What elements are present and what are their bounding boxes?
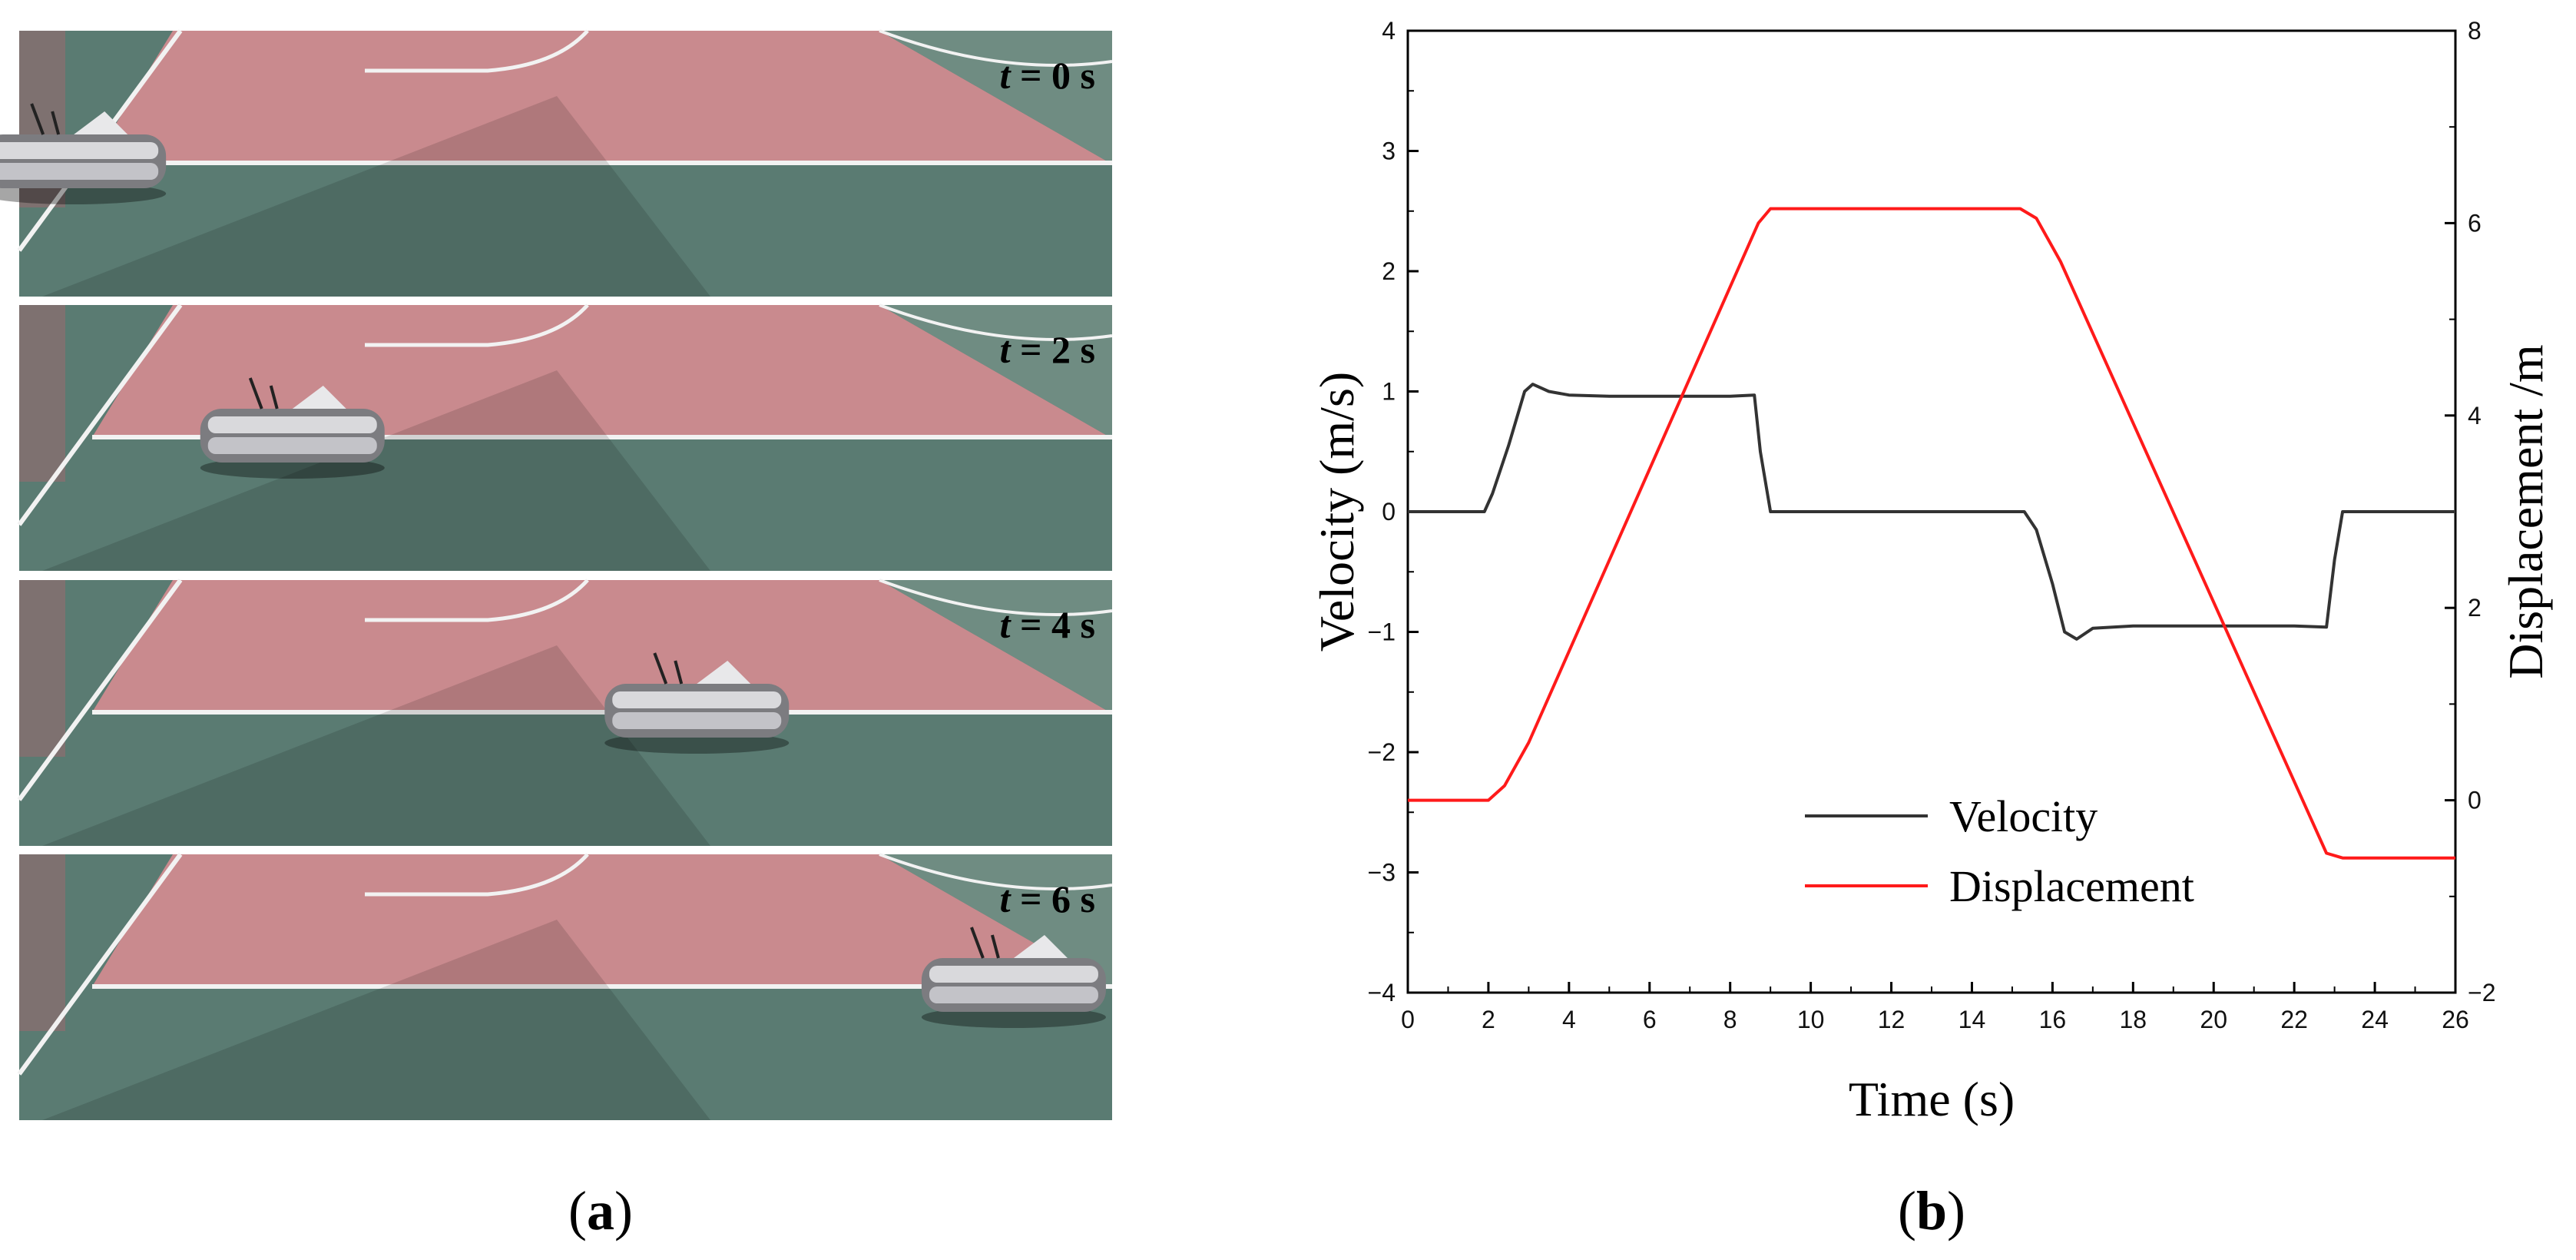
legend-label-displacement: Displacement (1949, 861, 2194, 911)
x-tick-label: 12 (1878, 1006, 1906, 1033)
court-red-area (92, 305, 1110, 437)
court-arc-right (879, 853, 1113, 890)
x-tick-label: 4 (1562, 1006, 1576, 1033)
court-arc-right (879, 303, 1113, 341)
hoop-shadow (42, 96, 710, 297)
robot (0, 103, 167, 204)
robot (200, 377, 385, 479)
y-axis-title-left: Velocity (m/s) (1310, 372, 1364, 652)
x-tick-label: 26 (2442, 1006, 2469, 1033)
x-tick-label: 16 (2039, 1006, 2067, 1033)
y-right-tick-label: 0 (2468, 787, 2482, 814)
court-arc (365, 303, 589, 347)
court-red-area (92, 854, 1110, 986)
court-red-area (92, 580, 1110, 712)
x-tick-label: 2 (1482, 1006, 1495, 1033)
series-line-displacement (1408, 207, 2455, 860)
series (1408, 207, 2455, 860)
ticks: 0 2 4 6 8 10 12 14 16 18 20 22 24 26−4−3−2−101234−202… (1368, 17, 2496, 1033)
court-arc (365, 29, 589, 73)
court-arc-right (879, 579, 1113, 616)
y-right-tick-label: 4 (2468, 402, 2482, 429)
x-tick-label: 24 (2361, 1006, 2389, 1033)
time-label: t = 4 s (1000, 603, 1095, 646)
y-axis-title-right: Displacement /m (2498, 344, 2553, 678)
y-left-tick-label: 3 (1382, 138, 1396, 165)
court-arc (365, 853, 589, 897)
y-left-tick-label: 4 (1382, 17, 1396, 45)
y-left-tick-label: 1 (1382, 378, 1396, 406)
y-right-tick-label: 8 (2468, 17, 2482, 45)
legend-label-velocity: Velocity (1949, 791, 2098, 841)
court-post (19, 854, 65, 1031)
photo-frame: t = 0 s (0, 29, 1113, 297)
court-red-area (92, 31, 1110, 163)
y-left-tick-label: 0 (1382, 498, 1396, 526)
x-tick-label: 0 (1401, 1006, 1415, 1033)
court-line-diagonal (17, 579, 183, 801)
x-tick-label: 14 (1958, 1006, 1986, 1033)
photo-frame: t = 6 s (17, 853, 1113, 1120)
photo-frame: t = 4 s (17, 579, 1113, 846)
x-tick-label: 8 (1723, 1006, 1737, 1033)
y-right-tick-label: −2 (2468, 979, 2495, 1006)
robot (921, 927, 1106, 1028)
x-axis-title: Time (s) (1849, 1072, 2015, 1126)
panel-a-label: (a) (568, 1180, 633, 1242)
court-line-diagonal (17, 303, 183, 526)
x-tick-label: 10 (1797, 1006, 1825, 1033)
court-arc-right (879, 29, 1113, 67)
hoop-shadow (42, 645, 710, 846)
time-label: t = 6 s (1000, 877, 1095, 920)
y-left-tick-label: 2 (1382, 257, 1396, 285)
panel-b-label: (b) (1898, 1180, 1965, 1242)
chart: 0 2 4 6 8 10 12 14 16 18 20 22 24 26−4−3−2−101234−202… (1310, 17, 2553, 1126)
legend: Velocity Displacement (1805, 791, 2194, 911)
hoop-shadow (42, 370, 710, 571)
y-left-tick-label: −1 (1368, 618, 1396, 646)
time-label: t = 2 s (1000, 328, 1095, 371)
court-post (19, 580, 65, 757)
series-line-velocity (1408, 383, 2455, 641)
x-tick-label: 22 (2280, 1006, 2308, 1033)
x-tick-label: 18 (2120, 1006, 2147, 1033)
court-post (19, 305, 65, 482)
y-right-tick-label: 6 (2468, 209, 2482, 237)
photo-frame: t = 2 s (17, 303, 1113, 571)
x-tick-label: 20 (2200, 1006, 2227, 1033)
robot (604, 652, 790, 754)
y-left-tick-label: −3 (1368, 859, 1396, 887)
photo-panel: t = 0 s t = 2 s t = 4 s t = 6 s (0, 29, 1113, 1120)
y-right-tick-label: 2 (2468, 594, 2482, 622)
x-tick-label: 6 (1643, 1006, 1657, 1033)
y-left-tick-label: −2 (1368, 738, 1396, 766)
y-left-tick-label: −4 (1368, 979, 1396, 1006)
court-arc (365, 579, 589, 622)
time-label: t = 0 s (1000, 54, 1095, 97)
court-line-diagonal (17, 853, 183, 1076)
hoop-shadow (42, 920, 710, 1120)
